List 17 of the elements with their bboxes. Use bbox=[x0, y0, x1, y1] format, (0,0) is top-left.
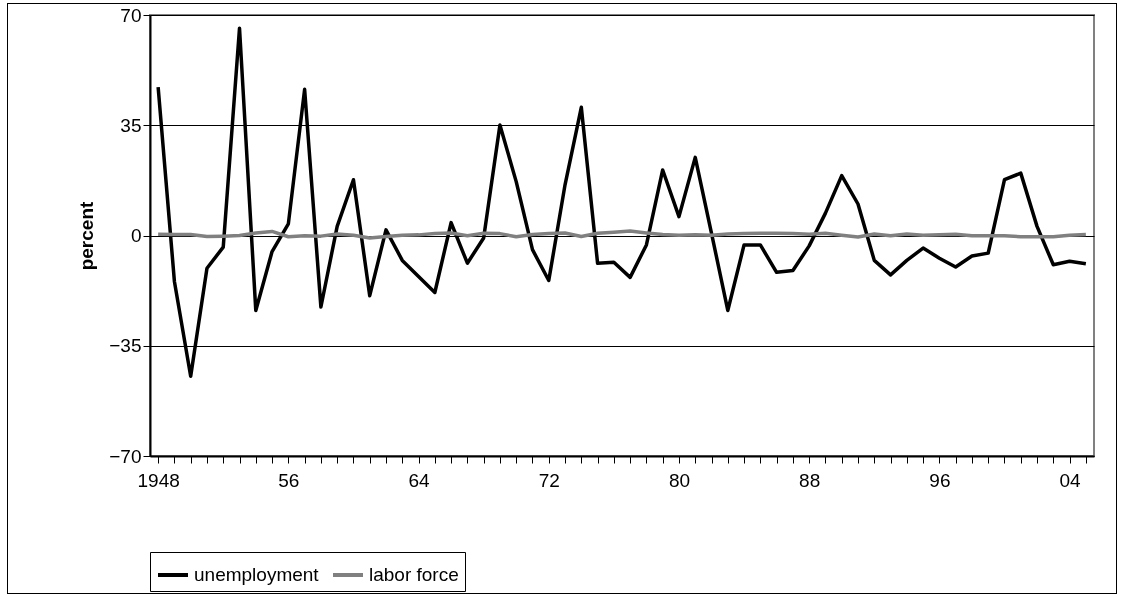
y-tick-label: 0 bbox=[130, 225, 142, 246]
x-tick-label: 64 bbox=[408, 469, 431, 491]
y-tick-label: −70 bbox=[109, 445, 142, 467]
x-tick-label: 04 bbox=[1059, 469, 1082, 491]
x-tick-label: 88 bbox=[799, 469, 821, 491]
x-tick-label: 72 bbox=[538, 469, 560, 491]
x-tick-label: 56 bbox=[278, 469, 300, 491]
line-series bbox=[156, 229, 1088, 240]
x-tick-label: 80 bbox=[668, 469, 691, 491]
y-tick-label: −35 bbox=[109, 335, 142, 357]
legend-label: unemployment bbox=[194, 564, 320, 585]
x-tick-label: 96 bbox=[929, 469, 951, 491]
y-axis-title: percent bbox=[76, 201, 98, 271]
legend-label: labor force bbox=[369, 564, 459, 585]
y-tick-label: 35 bbox=[120, 114, 142, 136]
x-tick-label: 1948 bbox=[137, 469, 180, 491]
y-tick-label: 70 bbox=[120, 4, 142, 26]
